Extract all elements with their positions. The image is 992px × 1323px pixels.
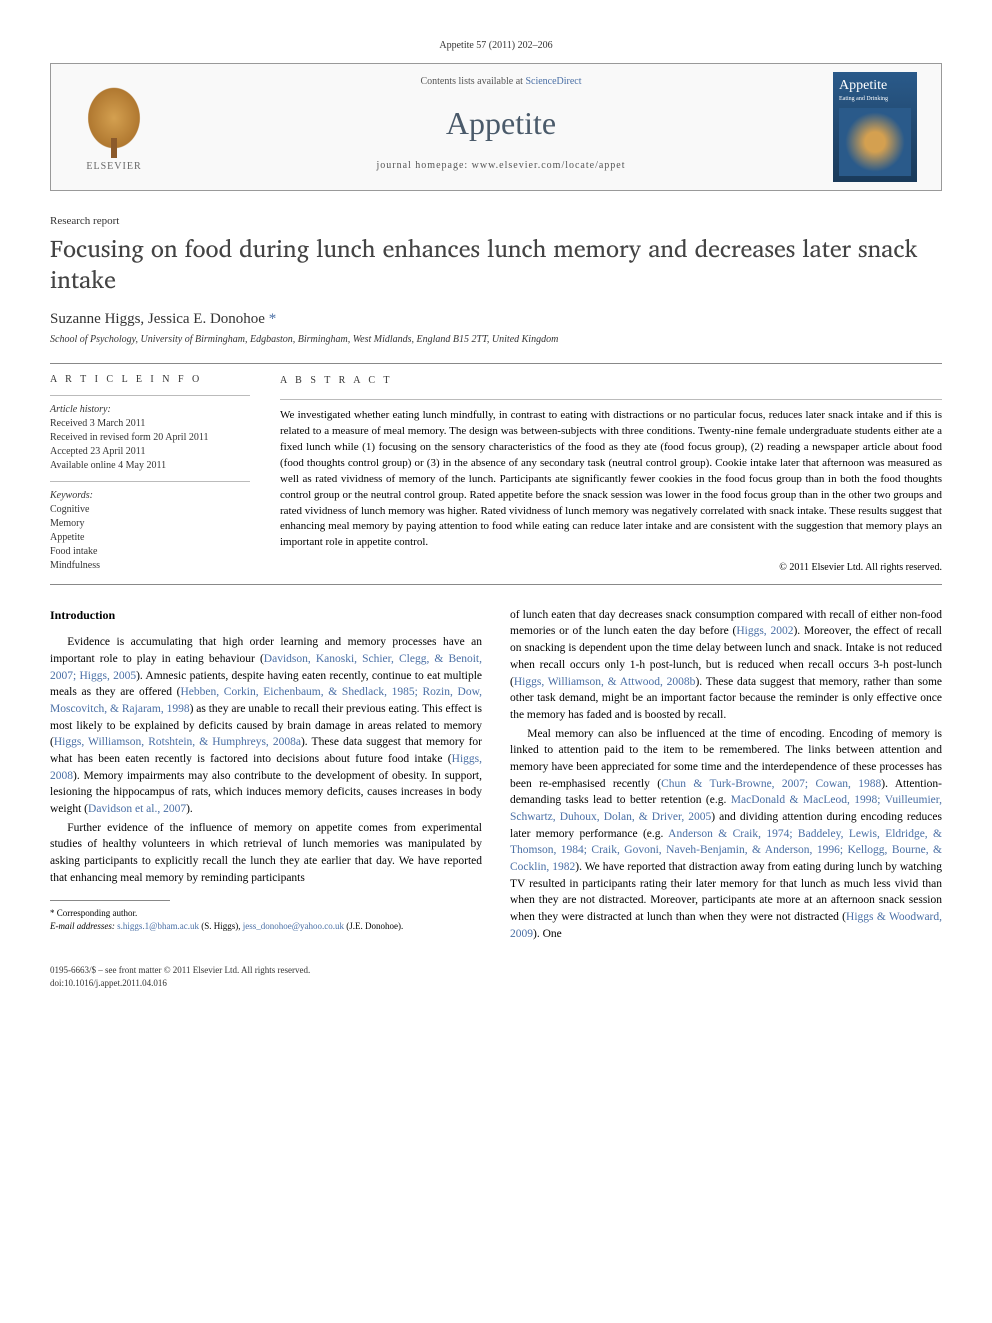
body-paragraph: Evidence is accumulating that high order…: [50, 634, 482, 817]
cover-title: Appetite: [839, 78, 911, 94]
author-list: Suzanne Higgs, Jessica E. Donohoe *: [50, 311, 942, 328]
keyword: Memory: [50, 517, 250, 531]
article-body: Introduction Evidence is accumulating th…: [50, 607, 942, 944]
citation-link[interactable]: Higgs, 2002: [736, 625, 793, 637]
article-info-block: A R T I C L E I N F O Article history: R…: [50, 374, 250, 575]
cover-image: [839, 108, 911, 176]
email-label: E-mail addresses:: [50, 921, 115, 931]
info-divider: [50, 395, 250, 396]
abstract-divider: [280, 399, 942, 400]
citation-link[interactable]: Davidson et al., 2007: [88, 803, 186, 815]
journal-masthead: ELSEVIER Contents lists available at Sci…: [50, 63, 942, 191]
author-email[interactable]: s.higgs.1@bham.ac.uk: [117, 921, 199, 931]
sciencedirect-link[interactable]: ScienceDirect: [525, 76, 581, 87]
article-info-heading: A R T I C L E I N F O: [50, 374, 250, 385]
abstract-heading: A B S T R A C T: [280, 374, 942, 389]
contents-prefix: Contents lists available at: [420, 76, 525, 87]
corresponding-author-footnote: * Corresponding author. E-mail addresses…: [50, 907, 482, 932]
body-paragraph: Meal memory can also be influenced at th…: [510, 726, 942, 943]
abstract-copyright: © 2011 Elsevier Ltd. All rights reserved…: [280, 561, 942, 576]
citation-link[interactable]: Chun & Turk-Browne, 2007; Cowan, 1988: [661, 778, 881, 790]
author-names: Suzanne Higgs, Jessica E. Donohoe: [50, 311, 265, 327]
revised-date: Received in revised form 20 April 2011: [50, 431, 250, 445]
publisher-name: ELSEVIER: [86, 161, 141, 172]
publisher-logo-block: ELSEVIER: [51, 64, 177, 190]
body-paragraph: Further evidence of the influence of mem…: [50, 820, 482, 887]
citation-link[interactable]: Higgs, Williamson, & Attwood, 2008b: [514, 676, 696, 688]
abstract-text: We investigated whether eating lunch min…: [280, 408, 942, 551]
journal-cover-thumbnail: Appetite Eating and Drinking: [833, 72, 917, 182]
keywords-label: Keywords:: [50, 490, 250, 501]
page-footer: 0195-6663/$ – see front matter © 2011 El…: [50, 964, 942, 989]
corr-author-label: * Corresponding author.: [50, 907, 482, 920]
header-citation: Appetite 57 (2011) 202–206: [50, 40, 942, 51]
body-paragraph: of lunch eaten that day decreases snack …: [510, 607, 942, 724]
author-email[interactable]: jess_donohoe@yahoo.co.uk: [243, 921, 344, 931]
author-name-paren: (J.E. Donohoe).: [344, 921, 403, 931]
accepted-date: Accepted 23 April 2011: [50, 445, 250, 459]
journal-homepage: journal homepage: www.elsevier.com/locat…: [189, 160, 813, 171]
keyword: Appetite: [50, 531, 250, 545]
article-title: Focusing on food during lunch enhances l…: [50, 233, 942, 295]
info-divider: [50, 481, 250, 482]
body-text: ). One: [533, 928, 562, 940]
cover-subtitle: Eating and Drinking: [839, 96, 911, 102]
contents-available-line: Contents lists available at ScienceDirec…: [189, 76, 813, 87]
divider: [50, 363, 942, 364]
corresponding-marker: *: [269, 311, 277, 327]
footnote-separator: [50, 900, 170, 901]
elsevier-tree-icon: [84, 83, 144, 153]
affiliation: School of Psychology, University of Birm…: [50, 334, 942, 345]
elsevier-logo: ELSEVIER: [69, 77, 159, 177]
introduction-heading: Introduction: [50, 607, 482, 624]
doi-line: doi:10.1016/j.appet.2011.04.016: [50, 977, 942, 990]
history-label: Article history:: [50, 404, 250, 415]
body-text: ).: [186, 803, 193, 815]
divider: [50, 584, 942, 585]
online-date: Available online 4 May 2011: [50, 459, 250, 473]
citation-link[interactable]: Higgs, Williamson, Rotshtein, & Humphrey…: [54, 736, 301, 748]
abstract-block: A B S T R A C T We investigated whether …: [280, 374, 942, 575]
issn-copyright-line: 0195-6663/$ – see front matter © 2011 El…: [50, 964, 942, 977]
keyword: Food intake: [50, 545, 250, 559]
keyword: Cognitive: [50, 503, 250, 517]
keyword: Mindfulness: [50, 559, 250, 573]
article-type-label: Research report: [50, 215, 942, 227]
journal-name: Appetite: [189, 105, 813, 142]
author-name-paren: (S. Higgs),: [199, 921, 243, 931]
received-date: Received 3 March 2011: [50, 417, 250, 431]
